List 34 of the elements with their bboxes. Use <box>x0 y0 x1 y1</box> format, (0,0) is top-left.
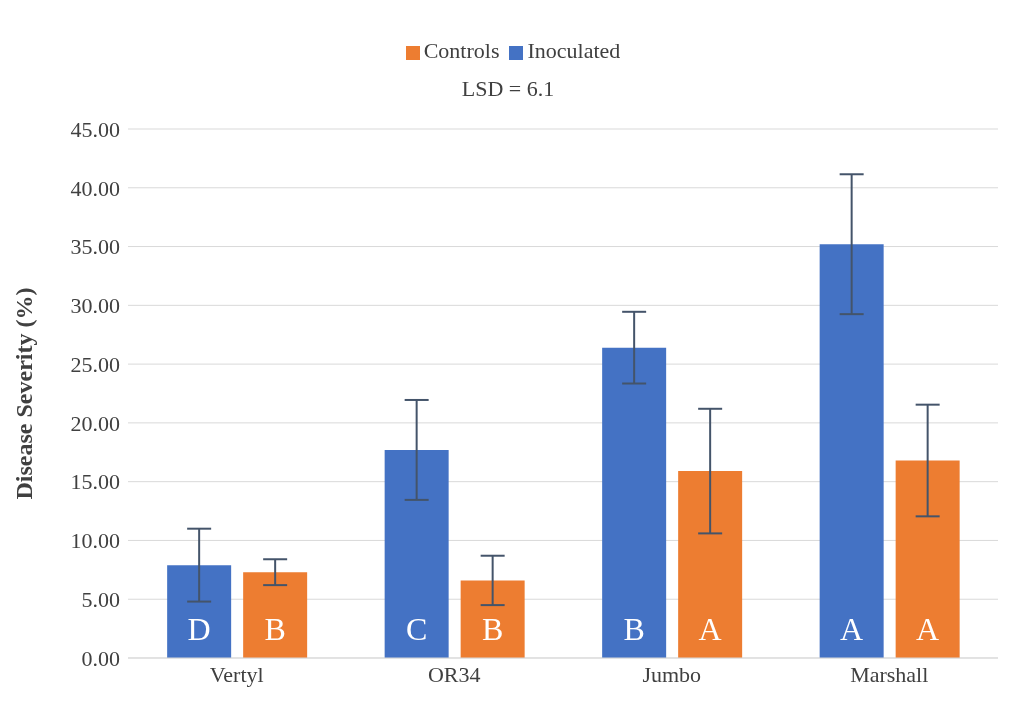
y-tick-label: 25.00 <box>70 351 120 377</box>
y-tick-label: 10.00 <box>70 528 120 554</box>
bar <box>460 580 525 658</box>
bar <box>602 347 667 658</box>
bar <box>678 471 743 658</box>
data-label: A <box>916 611 940 647</box>
bar <box>384 449 449 658</box>
data-label: A <box>840 611 864 647</box>
y-tick-label: 45.00 <box>70 116 120 142</box>
text: LSD = 6.1 <box>460 76 556 102</box>
y-tick-label: 35.00 <box>70 234 120 260</box>
data-label: B <box>264 611 286 647</box>
x-tick-label: Jumbo <box>642 661 702 687</box>
bar <box>895 460 960 658</box>
data-label: D <box>187 611 211 647</box>
x-tick-label: OR34 <box>427 661 481 687</box>
x-tick-label: Vertyl <box>209 661 264 687</box>
data-label: C <box>405 611 428 647</box>
x-tick-label: Marshall <box>850 661 929 687</box>
bar <box>819 244 884 658</box>
bar <box>243 572 308 658</box>
data-label: B <box>623 611 645 647</box>
bar <box>167 565 232 658</box>
legend-label: Inoculated <box>527 38 621 63</box>
y-tick-label: 5.00 <box>81 587 120 613</box>
y-tick-label: 20.00 <box>70 410 120 436</box>
data-label: A <box>698 611 722 647</box>
y-tick-label: 30.00 <box>70 293 120 319</box>
data-label: B <box>481 611 504 647</box>
y-axis-title: Disease Severity (%) <box>10 287 37 500</box>
y-tick-label: 15.00 <box>70 469 120 495</box>
y-tick-label: 0.00 <box>81 645 120 671</box>
y-tick-label: 40.00 <box>70 175 120 201</box>
legend-label: Controls <box>423 38 500 63</box>
